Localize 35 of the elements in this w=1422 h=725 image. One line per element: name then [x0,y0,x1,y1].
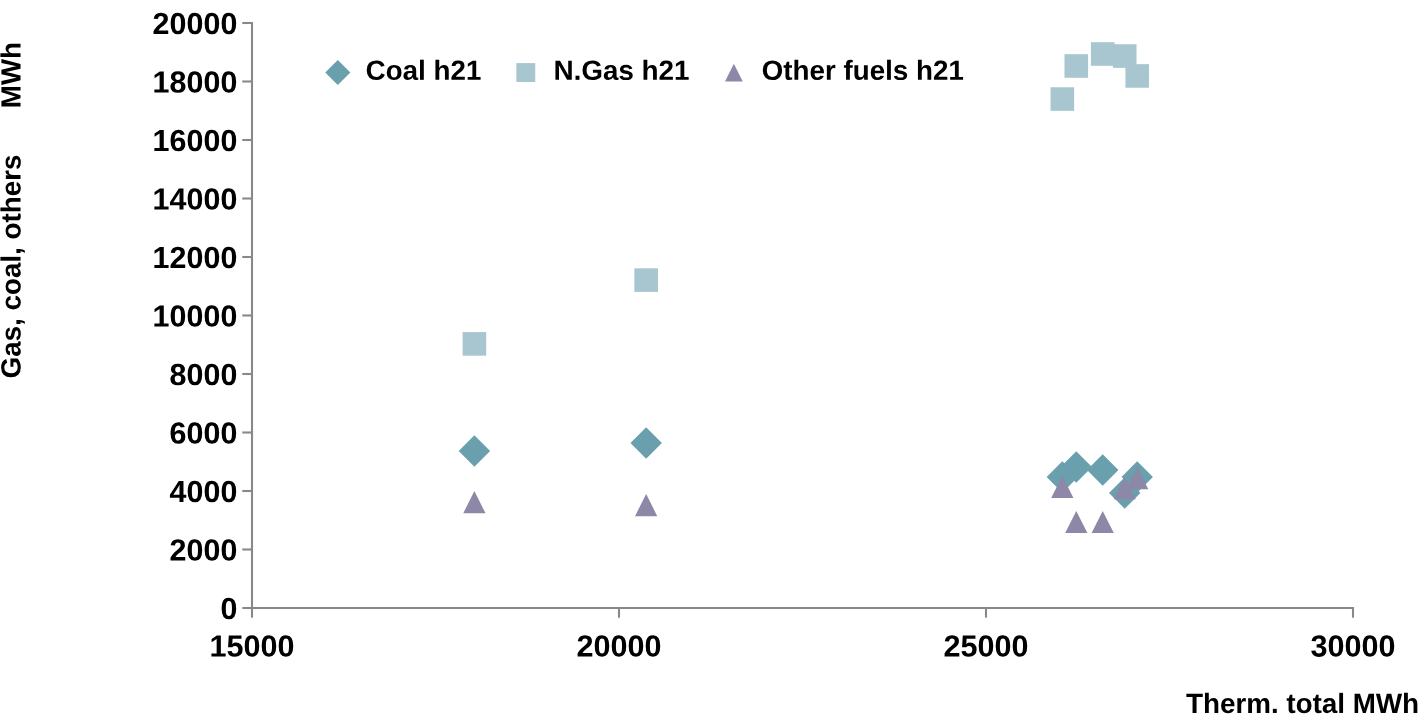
legend-label: Other fuels h21 [762,59,964,81]
point [1125,64,1150,88]
point [1050,87,1075,111]
point [635,493,658,517]
y-tick-label: 10000 [154,305,237,327]
y-tick-label: 16000 [154,129,237,152]
x-tick-label: 20000 [577,635,661,657]
point [462,332,487,356]
point [458,435,491,467]
point [630,427,662,459]
x-tick-label: 15000 [211,635,294,657]
legend-label: N.Gas h21 [555,59,689,81]
y-tick-label: 2000 [170,539,237,561]
point [1064,54,1089,78]
y-tick-label: 20000 [153,12,237,35]
y-tick-label: 14000 [154,188,237,210]
point [1112,44,1137,68]
legend-label: Coal h21 [366,59,481,81]
y-tick-label: 18000 [154,71,237,93]
y-tick-label: 8000 [170,363,237,386]
x-axis-title: Therm. total MWh [1186,692,1418,714]
point [634,268,658,292]
y-tick-label: 4000 [169,480,237,503]
x-tick-label: 25000 [944,635,1028,657]
y-tick-label: 6000 [170,422,237,444]
x-tick-label: 30000 [1311,635,1395,657]
point [1091,510,1114,534]
y-tick-label: 0 [221,597,237,620]
point [1086,454,1119,486]
point [1051,475,1074,499]
point [463,491,486,514]
point [1090,42,1115,66]
y-axis-title: Gas, coal, others MWh [0,43,25,378]
point [1065,510,1088,534]
y-tick-label: 12000 [154,246,237,269]
